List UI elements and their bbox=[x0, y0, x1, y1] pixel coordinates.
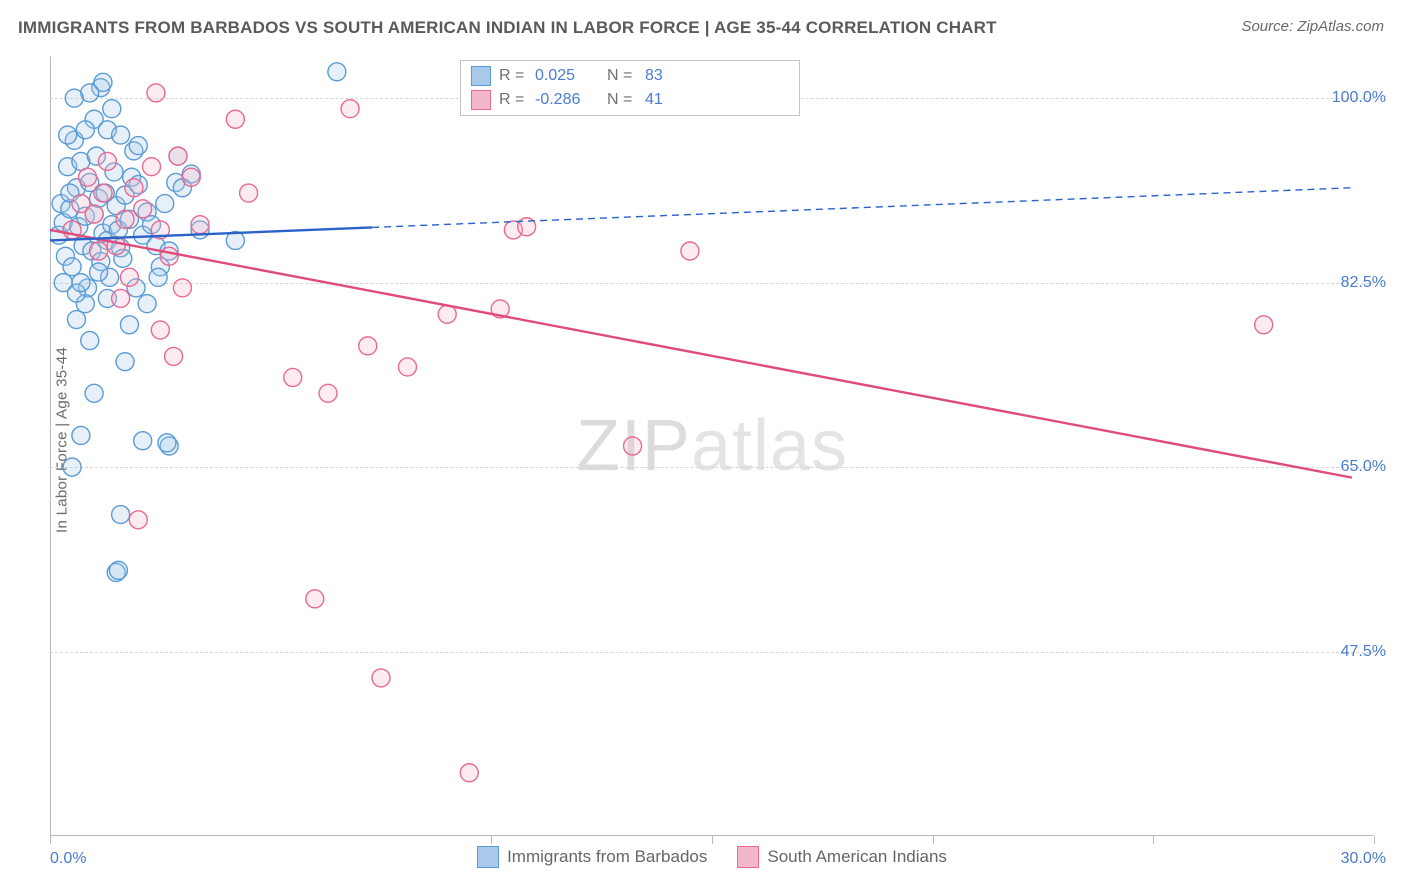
watermark: ZIPatlas bbox=[576, 405, 848, 487]
chart-title: IMMIGRANTS FROM BARBADOS VS SOUTH AMERIC… bbox=[18, 18, 997, 38]
plot-area: ZIPatlas bbox=[50, 56, 1374, 836]
correlation-swatch-sai bbox=[471, 90, 491, 110]
legend-item-barbados: Immigrants from Barbados bbox=[477, 846, 707, 868]
gridline-h bbox=[50, 652, 1374, 653]
correlation-legend: R = 0.025 N = 83 R = -0.286 N = 41 bbox=[460, 60, 800, 116]
source-attribution: Source: ZipAtlas.com bbox=[1241, 18, 1384, 35]
n-label: N = bbox=[607, 67, 637, 85]
y-tick-label: 65.0% bbox=[1341, 458, 1386, 476]
n-value-barbados: 83 bbox=[645, 67, 679, 85]
x-tick bbox=[1374, 836, 1375, 844]
x-tick bbox=[712, 836, 713, 844]
r-value-sai: -0.286 bbox=[535, 91, 599, 109]
gridline-h bbox=[50, 283, 1374, 284]
legend-swatch-sai bbox=[737, 846, 759, 868]
y-tick-label: 100.0% bbox=[1332, 89, 1386, 107]
x-tick bbox=[491, 836, 492, 844]
legend-label-barbados: Immigrants from Barbados bbox=[507, 847, 707, 867]
correlation-row-sai: R = -0.286 N = 41 bbox=[471, 88, 789, 112]
r-label: R = bbox=[499, 91, 527, 109]
watermark-bold: ZIP bbox=[576, 406, 691, 486]
correlation-swatch-barbados bbox=[471, 66, 491, 86]
legend-item-sai: South American Indians bbox=[737, 846, 947, 868]
watermark-light: atlas bbox=[691, 406, 848, 486]
gridline-h bbox=[50, 467, 1374, 468]
legend-swatch-barbados bbox=[477, 846, 499, 868]
legend-bottom: Immigrants from Barbados South American … bbox=[50, 846, 1374, 868]
n-value-sai: 41 bbox=[645, 91, 679, 109]
y-tick-label: 82.5% bbox=[1341, 274, 1386, 292]
r-label: R = bbox=[499, 67, 527, 85]
legend-label-sai: South American Indians bbox=[767, 847, 947, 867]
y-tick-label: 47.5% bbox=[1341, 643, 1386, 661]
r-value-barbados: 0.025 bbox=[535, 67, 599, 85]
x-tick bbox=[1153, 836, 1154, 844]
x-tick bbox=[50, 836, 51, 844]
x-tick bbox=[933, 836, 934, 844]
n-label: N = bbox=[607, 91, 637, 109]
correlation-row-barbados: R = 0.025 N = 83 bbox=[471, 64, 789, 88]
